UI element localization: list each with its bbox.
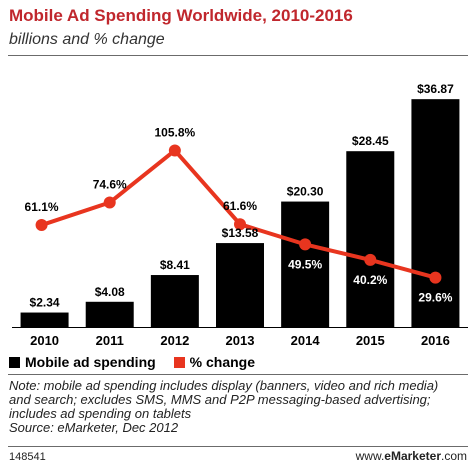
note-line: includes ad spending on tablets [9,406,192,421]
bar-value-label: $28.45 [352,134,389,148]
chart-svg: 2010 2011 2012 2013 2014 2015 2016 $2.34 $4.08 $8… [12,82,468,348]
bar-value-label: $36.87 [417,82,454,96]
bar-value-label: $2.34 [30,296,60,310]
line-value-label: 40.2% [353,273,387,287]
legend-label-bar: Mobile ad spending [25,354,156,370]
bar [20,312,69,327]
line-point [35,219,48,232]
legend-swatch-line [173,356,185,368]
bar-value-label: $13.58 [222,226,259,240]
site-brand: eMarketer [384,449,441,463]
chart-title: Mobile Ad Spending Worldwide, 2010-2016 [9,6,353,25]
bar-value-label: $4.08 [95,285,125,299]
bar [216,243,264,327]
x-tick-label: 2010 [30,333,59,348]
line-value-label: 49.5% [288,257,322,271]
x-tick-label: 2014 [291,333,321,348]
bar-value-label: $20.30 [287,185,324,199]
chart-id: 148541 [9,451,46,463]
footer-rule [8,446,468,447]
chart-note: Note: mobile ad spending includes displa… [9,379,469,435]
line-value-label: 29.6% [418,291,452,305]
x-tick-label: 2012 [160,333,189,348]
line-value-label: 61.1% [25,200,59,214]
note-rule [8,374,468,375]
note-line: Note: mobile ad spending includes displa… [9,378,439,393]
bar [411,99,460,327]
line-point [429,271,442,284]
line-value-label: 61.6% [223,199,257,213]
bar-value-label: $8.41 [160,258,190,272]
site-link[interactable]: www.eMarketer.com [356,449,467,463]
legend-item-bar: Mobile ad spending [9,354,156,370]
line-value-label: 74.6% [93,178,127,192]
bar [85,301,134,327]
x-tick-label: 2016 [421,333,450,348]
legend-item-line: % change [173,354,256,370]
x-tick-label: 2015 [356,333,385,348]
x-tick-label: 2011 [96,333,124,348]
bar [150,275,199,327]
bar [281,201,330,327]
line-point [364,253,377,266]
note-line: and search; excludes SMS, MMS and P2P me… [9,392,431,407]
line-value-label: 105.8% [155,125,196,139]
site-prefix: www. [355,449,385,463]
legend-label-line: % change [189,354,256,370]
line-point [168,144,181,157]
line-point [234,218,246,231]
header-rule [8,55,468,56]
chart-subtitle: billions and % change [9,31,165,48]
x-tick-label: 2013 [226,333,255,348]
legend-swatch-bar [9,356,20,368]
site-suffix: .com [440,449,467,463]
line-point [103,196,116,209]
bar [346,151,395,327]
legend: Mobile ad spending % change [9,354,273,370]
source-line: Source: eMarketer, Dec 2012 [9,420,179,435]
line-point [299,238,312,251]
